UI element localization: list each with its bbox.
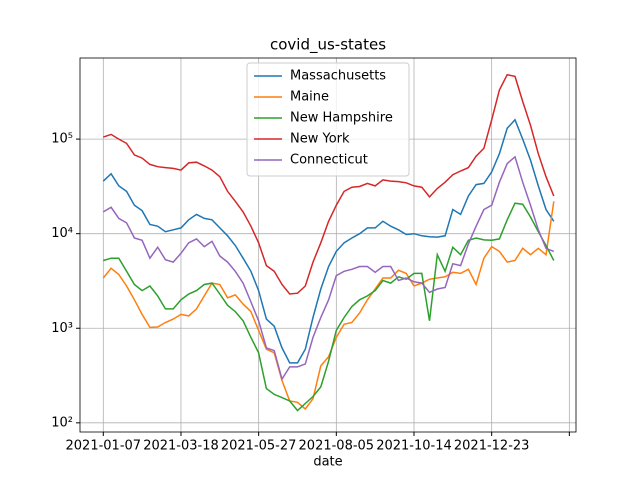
y-tick-label: 10⁴ (51, 226, 73, 241)
x-tick-label: 2021-12-23 (454, 439, 530, 454)
x-tick-label: 2021-01-07 (66, 439, 142, 454)
legend-label: Maine (290, 90, 329, 105)
y-tick-label: 10⁵ (51, 132, 73, 147)
x-tick-label: 2021-05-27 (221, 439, 297, 454)
series-line (102, 155, 555, 381)
legend-label: New Hampshire (290, 111, 393, 126)
legend-label: Massachusetts (290, 69, 386, 84)
x-axis-label: date (313, 455, 342, 470)
y-tick-label: 10³ (51, 321, 73, 336)
chart-title: covid_us-states (270, 36, 386, 55)
series-line (102, 118, 555, 364)
legend-label: Connecticut (290, 153, 368, 168)
legend-box (246, 62, 410, 177)
series-line (103, 202, 555, 412)
legend-label: New York (290, 132, 350, 147)
axes-frame (79, 57, 577, 433)
x-tick-label: 2021-08-05 (299, 439, 375, 454)
x-tick-label: 2021-10-14 (376, 439, 452, 454)
x-tick-label: 2021-03-18 (143, 439, 219, 454)
series-line (103, 73, 555, 295)
series-line (102, 201, 555, 411)
y-tick-label: 10² (51, 415, 73, 430)
